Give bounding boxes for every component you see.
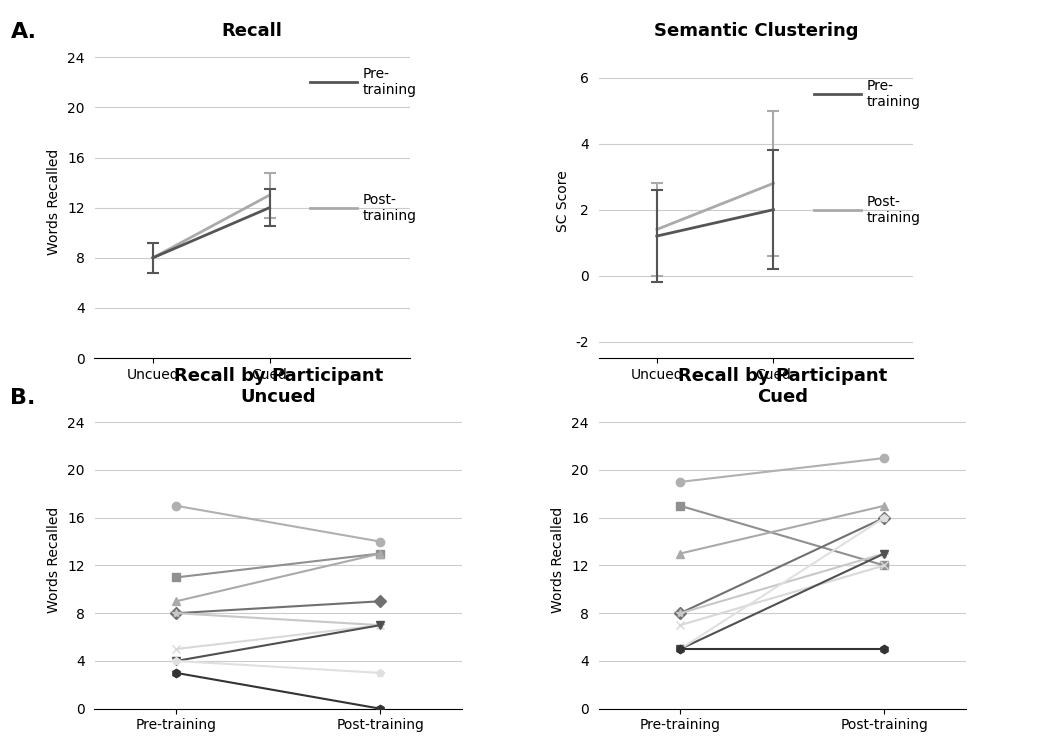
Y-axis label: SC Score: SC Score — [555, 171, 569, 232]
Text: Pre-
training: Pre- training — [867, 79, 921, 110]
Text: Post-
training: Post- training — [363, 192, 417, 223]
Y-axis label: Words Recalled: Words Recalled — [47, 148, 62, 254]
Title: Recall: Recall — [222, 22, 282, 40]
Text: Post-
training: Post- training — [867, 195, 921, 225]
Title: Recall by Participant
Uncued: Recall by Participant Uncued — [173, 367, 383, 406]
Y-axis label: Words Recalled: Words Recalled — [551, 507, 566, 612]
Text: Pre-
training: Pre- training — [363, 67, 417, 98]
Text: B.: B. — [10, 388, 36, 408]
Y-axis label: Words Recalled: Words Recalled — [47, 507, 62, 612]
Title: Recall by Participant
Cued: Recall by Participant Cued — [677, 367, 887, 406]
Text: A.: A. — [10, 22, 37, 43]
Title: Semantic Clustering: Semantic Clustering — [654, 22, 858, 40]
